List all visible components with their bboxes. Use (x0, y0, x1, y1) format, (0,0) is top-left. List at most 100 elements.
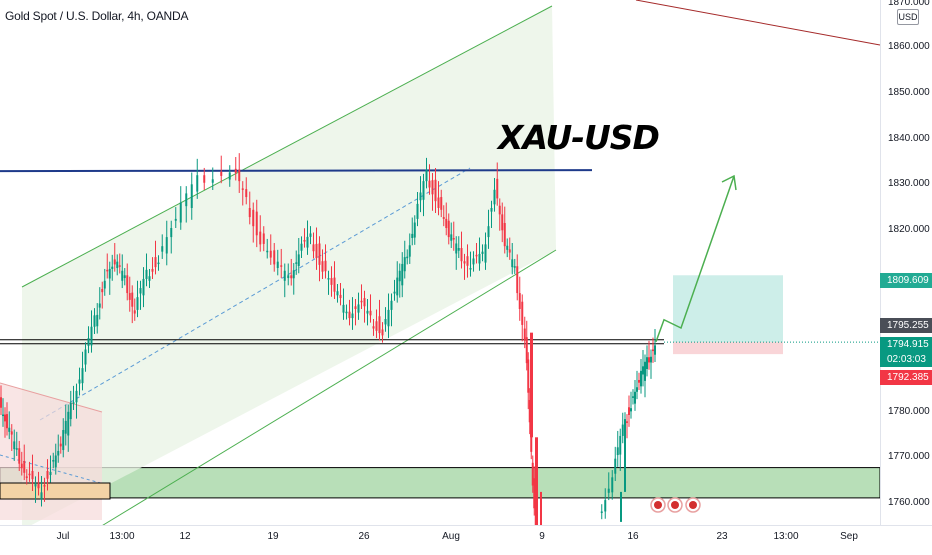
candle-body (2, 414, 4, 417)
x-tick-label: Aug (442, 531, 460, 542)
candle-body (496, 178, 499, 199)
candle-body (466, 256, 469, 266)
currency-badge[interactable]: USD (897, 9, 919, 25)
candle-body (148, 276, 151, 281)
candle-body (196, 175, 199, 192)
candle-body (640, 370, 642, 387)
candle-body (381, 329, 384, 336)
candle-body (34, 483, 37, 487)
candle-body (116, 261, 119, 269)
candle-body (484, 244, 487, 263)
channel-lower-line (94, 249, 557, 531)
candle-body (98, 303, 101, 308)
candle-body (646, 357, 648, 370)
candle-body (128, 293, 131, 300)
candle-body (398, 270, 401, 282)
x-tick-label: 9 (539, 531, 545, 542)
candle-body (527, 359, 530, 393)
candle-body (133, 310, 136, 314)
x-tick-label: 13:00 (773, 531, 799, 542)
candle-body (378, 316, 381, 334)
time-axis[interactable] (0, 525, 932, 551)
candle-body (508, 249, 511, 253)
candle-body (638, 379, 640, 383)
candle-body (401, 263, 404, 286)
candle-body (106, 269, 109, 272)
candle-body (339, 294, 342, 299)
candle-body (81, 368, 84, 384)
candle-body (518, 293, 521, 309)
us-flag-icon (671, 501, 679, 509)
candle-body (644, 361, 646, 381)
last-price-tag[interactable]: 1794.915 (880, 337, 932, 352)
candle-body (636, 387, 638, 392)
candle-body (52, 460, 55, 462)
loss-zone (673, 342, 783, 355)
candle-body (642, 366, 644, 375)
candle-body (37, 483, 40, 489)
candle-body (501, 214, 504, 231)
candle-body (6, 414, 8, 429)
candle-body (460, 248, 463, 262)
candle-body (611, 477, 614, 493)
candle-body (75, 390, 78, 403)
candle-body (619, 435, 622, 455)
candle-body (72, 402, 75, 404)
candle-body (123, 275, 126, 279)
stop-loss-price-tag[interactable]: 1792.385 (880, 370, 932, 385)
candle-body (62, 430, 65, 451)
candle-body (90, 326, 93, 346)
x-tick-label: Jul (56, 531, 70, 542)
candle-body (57, 450, 60, 456)
candle-body (248, 207, 251, 218)
candle-body (336, 291, 339, 296)
candle-body (654, 345, 656, 355)
candle-body (280, 265, 283, 267)
candle-body (513, 266, 516, 268)
channel-fill (22, 6, 556, 530)
candle-body (25, 476, 28, 478)
candle-body (67, 411, 70, 436)
y-tick-label: 1850.000 (888, 87, 930, 98)
candle-body (621, 424, 624, 436)
candle-body (650, 356, 652, 363)
candle-body (315, 243, 318, 259)
x-tick-label: 16 (627, 531, 639, 542)
symbol-title: Gold Spot / U.S. Dollar, 4h, OANDA (5, 9, 189, 23)
candle-body (616, 447, 619, 456)
candle-body (498, 205, 501, 215)
candle-body (266, 250, 269, 253)
x-tick-label: 13:00 (109, 531, 135, 542)
recovery-candle (620, 491, 622, 522)
candle-body (396, 277, 399, 296)
channel-upper-line (21, 5, 553, 288)
resistance-line (0, 169, 593, 173)
candle-body (406, 256, 409, 259)
candle-body (203, 175, 206, 183)
candle-body (440, 197, 443, 210)
candle-body (96, 314, 99, 327)
candle-body (118, 265, 121, 267)
candle-body (269, 250, 272, 258)
candle-body (516, 266, 519, 294)
take-profit-price-tag[interactable]: 1809.609 (880, 273, 932, 288)
bar-countdown-tag: 02:03:03 (880, 352, 932, 367)
candle-body (69, 402, 72, 420)
candle-body (472, 258, 475, 265)
candle-body (351, 313, 354, 319)
us-flag-icon (689, 501, 697, 509)
y-tick-label: 1830.000 (888, 178, 930, 189)
resistance-price-tag[interactable]: 1795.255 (880, 318, 932, 333)
candle-body (652, 349, 654, 352)
price-axis[interactable] (880, 0, 932, 525)
y-tick-label: 1780.000 (888, 406, 930, 417)
x-tick-label: 23 (716, 531, 728, 542)
y-tick-label: 1770.000 (888, 451, 930, 462)
candle-body (384, 319, 387, 325)
candle-body (348, 311, 351, 319)
candle-body (87, 338, 90, 346)
candle-body (327, 278, 330, 280)
candle-body (161, 246, 164, 252)
